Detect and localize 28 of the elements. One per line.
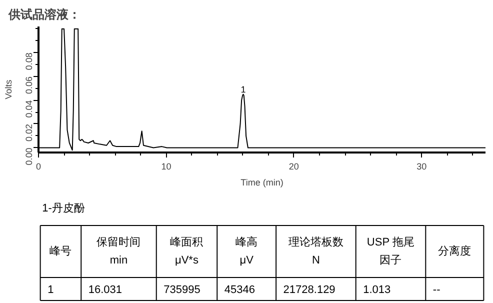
text: USP 拖尾因子 [366,236,414,266]
x-tick-label: 10 [161,162,172,172]
text: 21728.129 [283,284,336,296]
text: 45346 [224,284,255,296]
text: 1 [48,284,54,296]
x-tick-label: 20 [288,162,299,172]
text: 1.013 [363,284,391,296]
text: 峰号 [50,246,72,258]
y-axis-title: Volts [4,79,14,100]
text: 理论塔板数 N [288,236,344,266]
text: 峰高 μV [236,236,258,266]
text: 16.031 [88,284,122,296]
y-tick-label: 0.00 [24,148,34,166]
y-tick-label: 0.04 [24,100,34,118]
x-axis-title: Time (min) [240,178,284,188]
text: 保留时间 min [96,236,141,266]
x-tick-label: 0 [36,162,42,172]
text: 分离度 [438,244,472,258]
annotation: 1 [240,84,246,94]
y-tick-label: 0.08 [24,52,34,70]
text: 1-丹皮酚 [42,202,85,214]
y-tick-label: 0.02 [24,124,34,142]
text: -- [432,284,441,296]
x-tick-label: 30 [416,162,427,172]
text: 735995 [164,284,200,296]
chart-title: 供试品溶液： [8,8,80,22]
y-tick-label: 0.06 [24,76,34,94]
text: 峰面积 μV*s [170,236,204,266]
